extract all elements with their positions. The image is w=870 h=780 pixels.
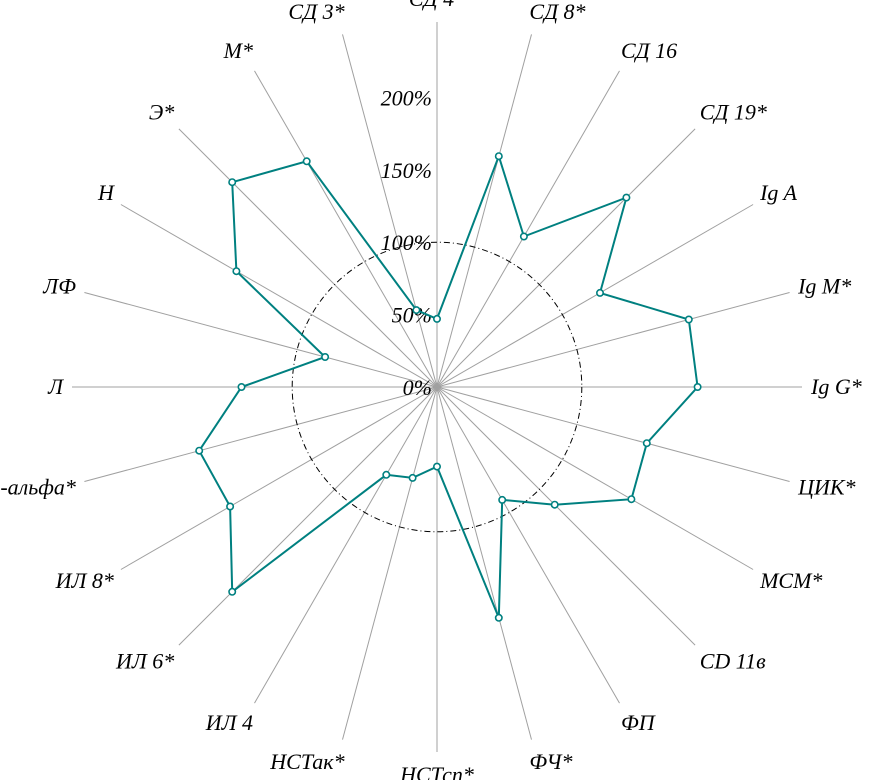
axis-label: СД 4* (409, 0, 465, 11)
axis-spoke (120, 386, 438, 570)
tick-label: 200% (381, 85, 432, 110)
axis-label: Ig A (759, 180, 797, 205)
axis-label: СД 3* (288, 0, 344, 24)
axis-spoke (178, 386, 438, 646)
axis-spoke (436, 34, 532, 388)
axis-label: ИЛ 8* (55, 568, 114, 593)
axis-label: ФП (621, 710, 656, 735)
data-point (622, 193, 631, 202)
axis-label: СД 8* (529, 0, 585, 24)
axis-label: ЦИК* (797, 474, 855, 499)
axis-label: CD 11в (700, 648, 766, 673)
data-point (408, 473, 417, 482)
axis-spoke (84, 292, 438, 388)
data-point (693, 382, 702, 391)
axis-spoke (178, 128, 438, 388)
axis-label: НСТсп* (399, 762, 474, 780)
axis-label: ФНО-альфа* (0, 474, 76, 499)
axis-label: НСТак* (269, 749, 344, 774)
data-point (228, 178, 237, 187)
data-point (228, 587, 237, 596)
axis-spoke (120, 204, 438, 388)
data-point (684, 315, 693, 324)
axis-label: МСМ* (759, 568, 822, 593)
axis-label: СД 19* (700, 100, 767, 125)
axis-spoke (254, 70, 438, 388)
axis-label: Ig M* (797, 274, 851, 299)
data-point (494, 613, 503, 622)
axis-label: М* (223, 38, 253, 63)
axis-label: Ig G* (810, 374, 862, 399)
data-point (232, 267, 241, 276)
data-point (519, 232, 528, 241)
axis-label: СД 16 (621, 38, 677, 63)
axis-spoke (436, 386, 754, 570)
data-point (498, 495, 507, 504)
axis-spoke (254, 386, 438, 704)
axis-spoke (436, 204, 754, 388)
data-point (226, 502, 235, 511)
tick-label: 150% (381, 158, 432, 183)
axis-label: ИЛ 4 (205, 710, 253, 735)
tick-label: 50% (392, 303, 432, 328)
axis-spoke (84, 386, 438, 482)
data-point (302, 157, 311, 166)
reference-circle-100 (291, 241, 583, 533)
axis-spoke (436, 70, 620, 388)
tick-labels: 0% 50% 100% 150% 200% (381, 85, 432, 400)
tick-label: 0% (403, 375, 432, 400)
data-point (494, 152, 503, 161)
data-point (432, 314, 441, 323)
axis-spokes (72, 22, 802, 752)
axis-label: Л (47, 374, 64, 399)
axis-label: Э* (149, 100, 174, 125)
axis-spoke (436, 128, 696, 388)
axis-label: ЛФ (42, 274, 76, 299)
data-point (432, 462, 441, 471)
axis-spoke (436, 386, 532, 740)
data-points (195, 152, 702, 622)
data-point (321, 352, 330, 361)
axis-spoke (342, 34, 438, 388)
axis-spoke (436, 386, 620, 704)
axis-label: ФЧ* (529, 749, 572, 774)
data-point (595, 288, 604, 297)
axis-label: ИЛ 6* (115, 648, 174, 673)
data-point (237, 382, 246, 391)
axis-spoke (342, 386, 438, 740)
axis-spoke (436, 386, 696, 646)
data-point (412, 306, 421, 315)
axis-spoke (436, 386, 790, 482)
data-point (627, 495, 636, 504)
axis-spoke (436, 292, 790, 388)
tick-label: 100% (381, 230, 432, 255)
data-point (642, 439, 651, 448)
data-point (550, 500, 559, 509)
data-point (382, 470, 391, 479)
data-point (195, 446, 204, 455)
axis-label: Н (97, 180, 115, 205)
